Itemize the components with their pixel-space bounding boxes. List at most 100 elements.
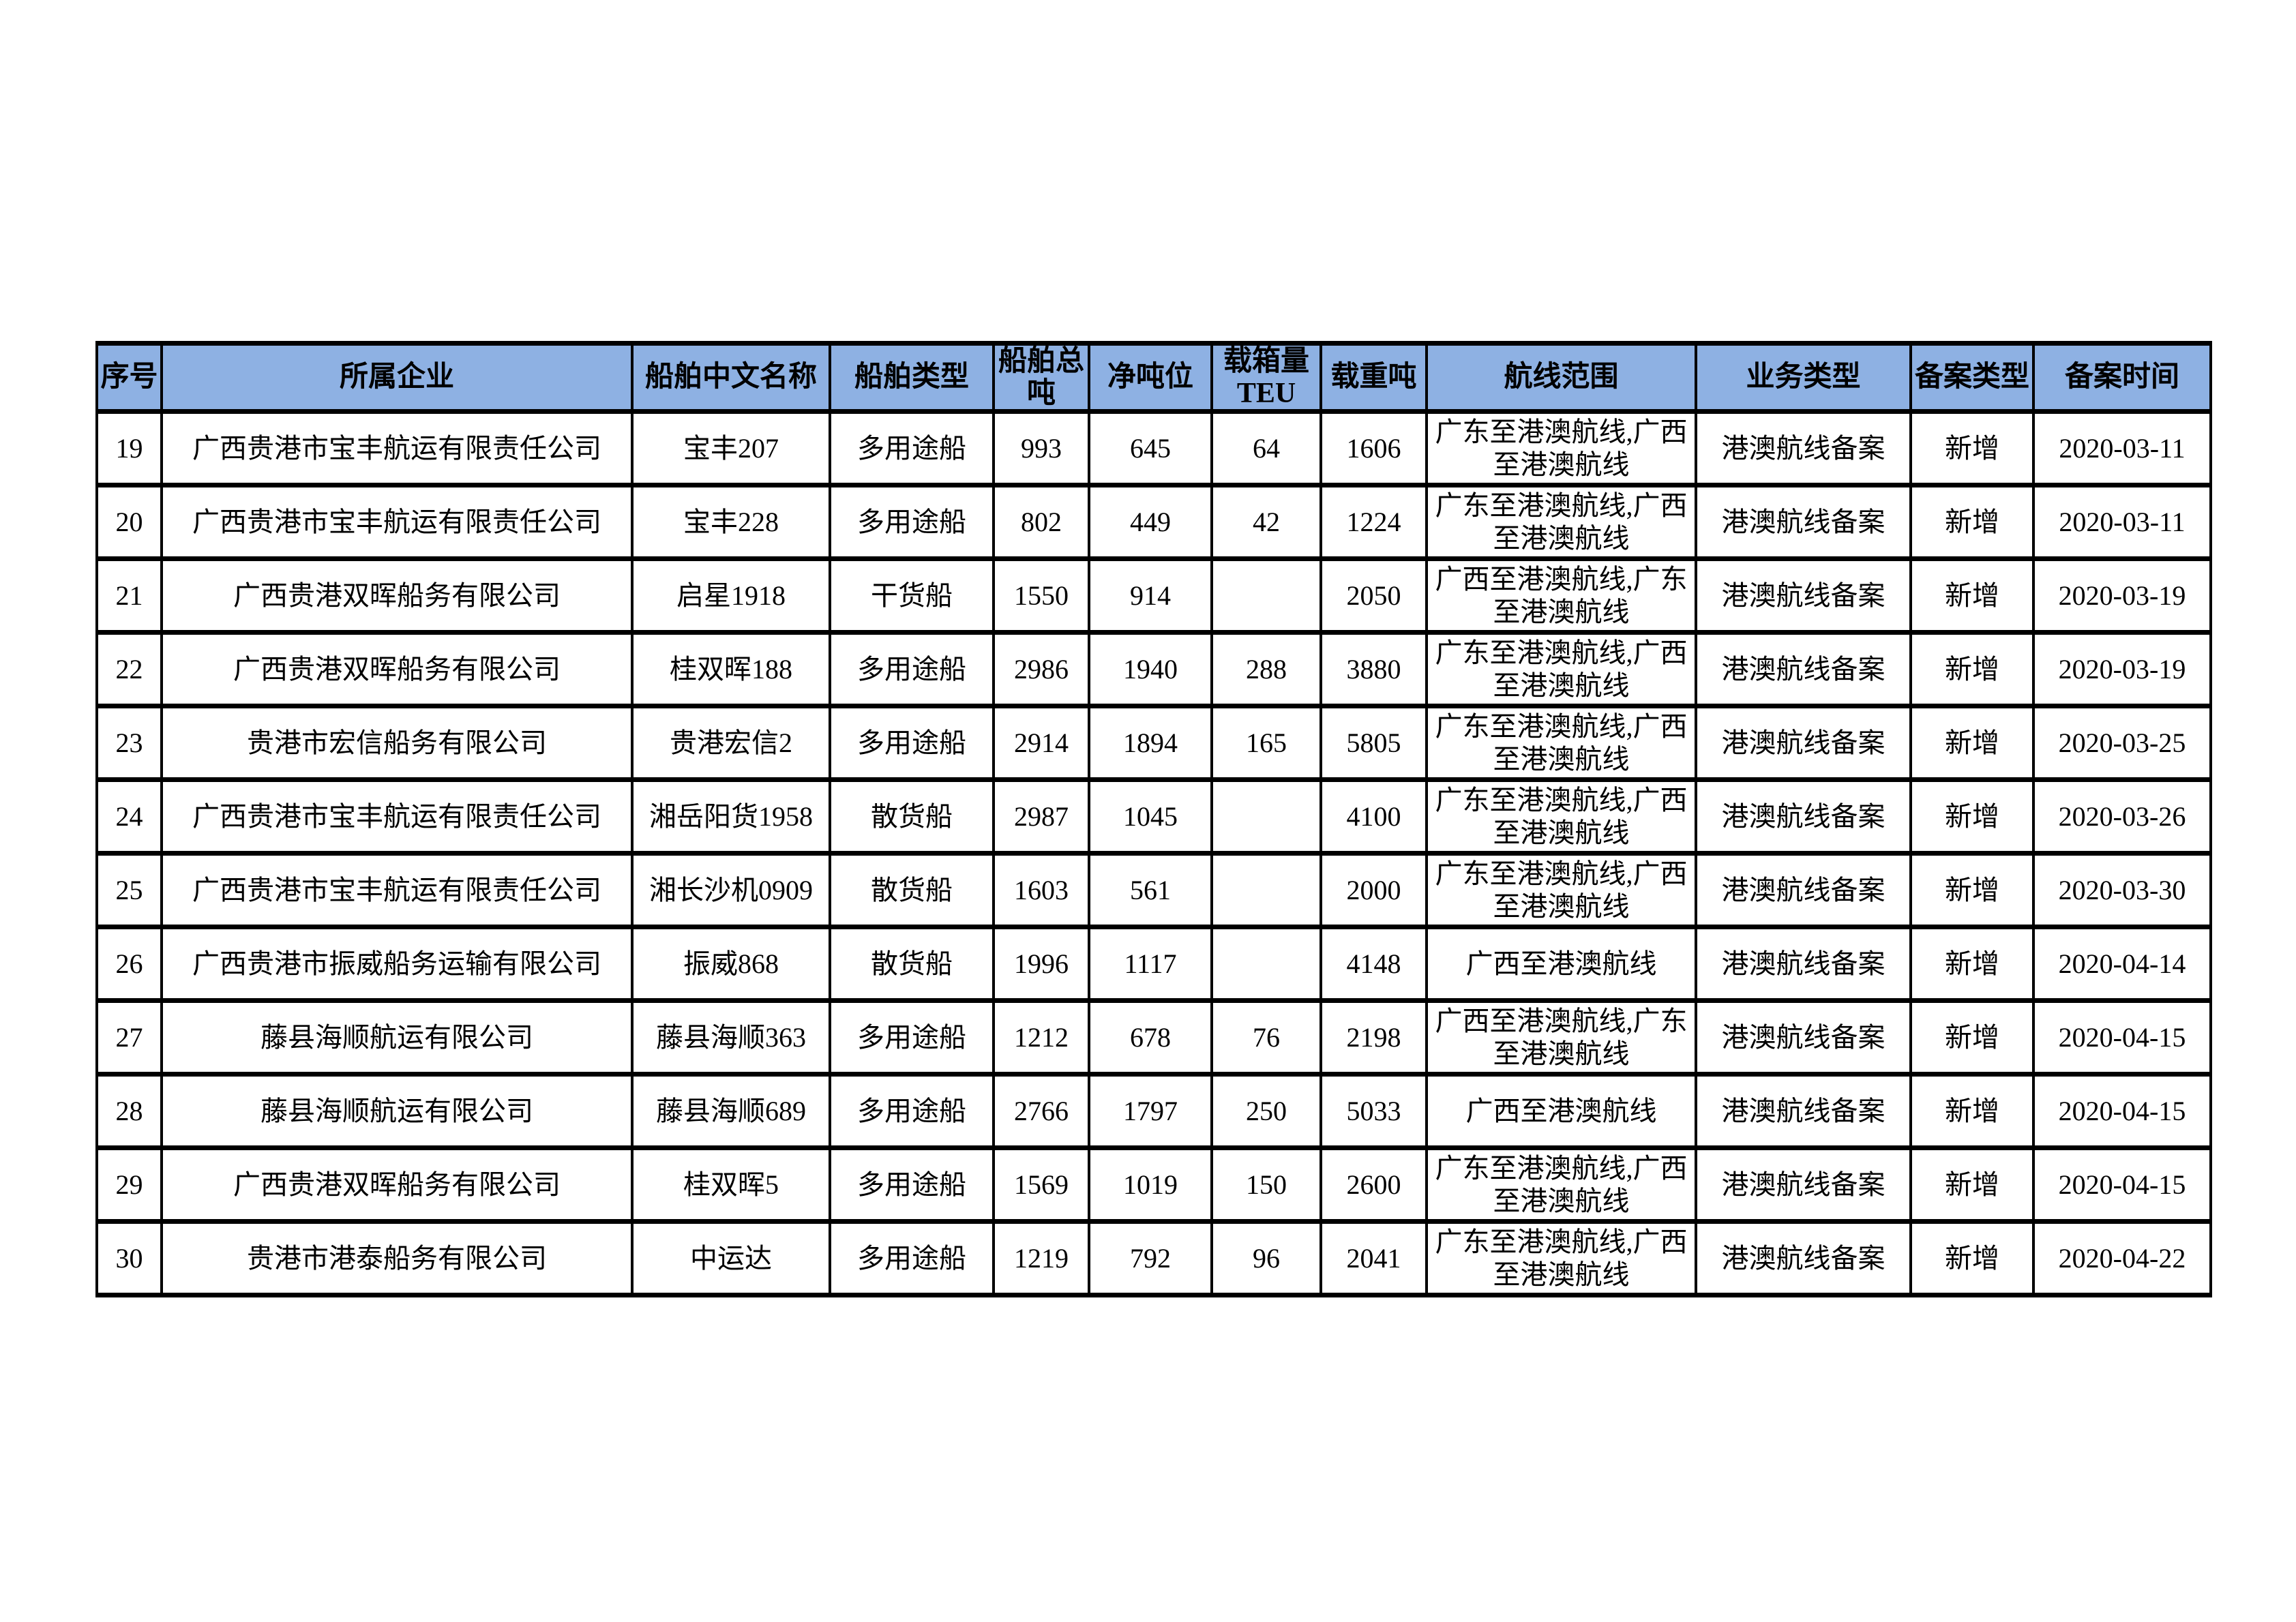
cell-ship-name: 藤县海顺363 [631,998,831,1077]
cell-seq: 30 [95,1219,163,1297]
cell-gross-tonnage: 802 [992,483,1090,561]
cell-ship-name: 中运达 [631,1219,831,1297]
cell-ship-name: 藤县海顺689 [631,1072,831,1150]
cell-record-date: 2020-03-19 [2032,556,2212,635]
table-body: 19 广西贵港市宝丰航运有限责任公司 宝丰207 多用途船 993 645 64… [95,409,2212,1297]
cell-route: 广东至港澳航线,广西至港澳航线 [1425,851,1697,929]
cell-record-date: 2020-03-26 [2032,777,2212,856]
cell-net-tonnage: 1940 [1088,630,1213,708]
cell-record-date: 2020-03-11 [2032,409,2212,487]
cell-gross-tonnage: 1996 [992,925,1090,1003]
cell-net-tonnage: 792 [1088,1219,1213,1297]
cell-gross-tonnage: 1569 [992,1145,1090,1224]
cell-seq: 29 [95,1145,163,1224]
cell-ship-name: 贵港宏信2 [631,704,831,782]
cell-company: 广西贵港市宝丰航运有限责任公司 [160,409,633,487]
col-header-net-tonnage: 净吨位 [1088,341,1213,414]
cell-business-type: 港澳航线备案 [1695,483,1912,561]
cell-ship-name: 湘岳阳货1958 [631,777,831,856]
cell-route: 广东至港澳航线,广西至港澳航线 [1425,630,1697,708]
cell-seq: 21 [95,556,163,635]
cell-route: 广东至港澳航线,广西至港澳航线 [1425,704,1697,782]
cell-gross-tonnage: 1219 [992,1219,1090,1297]
cell-record-date: 2020-04-14 [2032,925,2212,1003]
cell-record-date: 2020-04-22 [2032,1219,2212,1297]
cell-teu: 165 [1210,704,1322,782]
table-row: 19 广西贵港市宝丰航运有限责任公司 宝丰207 多用途船 993 645 64… [95,409,2212,487]
cell-ship-name: 宝丰207 [631,409,831,487]
cell-company: 广西贵港市宝丰航运有限责任公司 [160,483,633,561]
cell-net-tonnage: 678 [1088,998,1213,1077]
cell-business-type: 港澳航线备案 [1695,998,1912,1077]
table-row: 22 广西贵港双晖船务有限公司 桂双晖188 多用途船 2986 1940 28… [95,630,2212,708]
table-row: 21 广西贵港双晖船务有限公司 启星1918 干货船 1550 914 2050… [95,556,2212,635]
cell-company: 广西贵港双晖船务有限公司 [160,630,633,708]
cell-company: 广西贵港市宝丰航运有限责任公司 [160,777,633,856]
cell-ship-type: 多用途船 [829,1072,995,1150]
cell-seq: 27 [95,998,163,1077]
cell-teu [1210,777,1322,856]
table-row: 28 藤县海顺航运有限公司 藤县海顺689 多用途船 2766 1797 250… [95,1072,2212,1150]
cell-dwt: 5805 [1320,704,1428,782]
table-row: 26 广西贵港市振威船务运输有限公司 振威868 散货船 1996 1117 4… [95,925,2212,1003]
col-header-record-date: 备案时间 [2032,341,2212,414]
cell-route: 广东至港澳航线,广西至港澳航线 [1425,777,1697,856]
cell-ship-name: 桂双晖188 [631,630,831,708]
cell-seq: 20 [95,483,163,561]
cell-ship-type: 多用途船 [829,630,995,708]
cell-gross-tonnage: 1550 [992,556,1090,635]
cell-dwt: 4148 [1320,925,1428,1003]
cell-business-type: 港澳航线备案 [1695,409,1912,487]
cell-net-tonnage: 1894 [1088,704,1213,782]
cell-business-type: 港澳航线备案 [1695,556,1912,635]
cell-net-tonnage: 1797 [1088,1072,1213,1150]
cell-route: 广西至港澳航线,广东至港澳航线 [1425,998,1697,1077]
cell-net-tonnage: 1117 [1088,925,1213,1003]
cell-seq: 19 [95,409,163,487]
cell-net-tonnage: 645 [1088,409,1213,487]
cell-record-type: 新增 [1909,409,2035,487]
cell-business-type: 港澳航线备案 [1695,1072,1912,1150]
cell-record-date: 2020-04-15 [2032,998,2212,1077]
cell-teu [1210,925,1322,1003]
cell-ship-name: 启星1918 [631,556,831,635]
cell-ship-name: 湘长沙机0909 [631,851,831,929]
cell-record-date: 2020-03-30 [2032,851,2212,929]
cell-ship-name: 桂双晖5 [631,1145,831,1224]
cell-ship-type: 干货船 [829,556,995,635]
cell-company: 广西贵港双晖船务有限公司 [160,556,633,635]
cell-record-type: 新增 [1909,998,2035,1077]
cell-teu [1210,556,1322,635]
cell-ship-name: 宝丰228 [631,483,831,561]
table-row: 30 贵港市港泰船务有限公司 中运达 多用途船 1219 792 96 2041… [95,1219,2212,1297]
cell-teu: 76 [1210,998,1322,1077]
cell-business-type: 港澳航线备案 [1695,925,1912,1003]
col-header-ship-type: 船舶类型 [829,341,995,414]
cell-gross-tonnage: 1603 [992,851,1090,929]
cell-gross-tonnage: 1212 [992,998,1090,1077]
cell-teu: 288 [1210,630,1322,708]
table-row: 27 藤县海顺航运有限公司 藤县海顺363 多用途船 1212 678 76 2… [95,998,2212,1077]
cell-record-type: 新增 [1909,704,2035,782]
col-header-route: 航线范围 [1425,341,1697,414]
cell-ship-type: 散货船 [829,777,995,856]
col-header-ship-name: 船舶中文名称 [631,341,831,414]
cell-record-type: 新增 [1909,630,2035,708]
col-header-dwt: 载重吨 [1320,341,1428,414]
cell-route: 广东至港澳航线,广西至港澳航线 [1425,483,1697,561]
cell-teu: 150 [1210,1145,1322,1224]
cell-net-tonnage: 914 [1088,556,1213,635]
cell-dwt: 2198 [1320,998,1428,1077]
cell-record-date: 2020-03-11 [2032,483,2212,561]
cell-dwt: 1606 [1320,409,1428,487]
cell-teu: 250 [1210,1072,1322,1150]
cell-seq: 23 [95,704,163,782]
cell-ship-name: 振威868 [631,925,831,1003]
col-header-teu: 载箱量TEU [1210,341,1322,414]
cell-dwt: 5033 [1320,1072,1428,1150]
ship-filing-table: 序号 所属企业 船舶中文名称 船舶类型 船舶总吨 净吨位 载箱量TEU 载重吨 … [95,341,2212,1297]
cell-teu [1210,851,1322,929]
cell-record-type: 新增 [1909,1219,2035,1297]
table-row: 29 广西贵港双晖船务有限公司 桂双晖5 多用途船 1569 1019 150 … [95,1145,2212,1224]
